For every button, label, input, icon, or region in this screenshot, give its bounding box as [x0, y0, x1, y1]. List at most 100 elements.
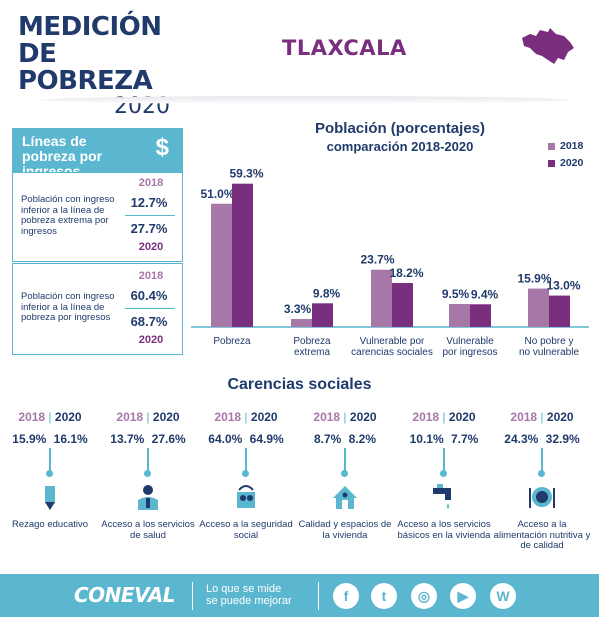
- instagram-icon[interactable]: ◎: [411, 583, 437, 609]
- state-name: TLAXCALA: [282, 36, 407, 60]
- facebook-icon[interactable]: f: [333, 583, 359, 609]
- data-label: 23.7%: [360, 253, 394, 267]
- year-2018-label: 2018: [138, 270, 164, 282]
- carencia-value-2018: 13.7%: [110, 432, 145, 446]
- carencia-value-2018: 8.7%: [313, 432, 342, 446]
- plate-icon: [529, 487, 555, 508]
- category-label: no vulnerable: [519, 347, 579, 358]
- carencia-value-2020: 64.9%: [249, 432, 284, 446]
- year-2020-label: 2020: [546, 410, 574, 424]
- year-separator: |: [537, 410, 547, 424]
- year-2020-label: 2020: [152, 410, 180, 424]
- bar-2018: [449, 304, 470, 327]
- carencia-value-2018: 24.3%: [504, 432, 539, 446]
- extreme-poverty-line-description: Población con ingreso inferior a la líne…: [21, 194, 115, 237]
- category-label: extrema: [294, 347, 331, 358]
- year-separator: |: [45, 410, 55, 424]
- data-label: 18.2%: [389, 266, 423, 280]
- poverty-line-2018: 60.4%: [130, 288, 168, 303]
- category-label: Vulnerable: [446, 336, 494, 347]
- extreme-poverty-line-2020: 27.7%: [130, 221, 168, 236]
- category-label: No pobre y: [525, 336, 574, 347]
- bar-2018: [211, 203, 232, 327]
- social-security-icon: [237, 485, 255, 508]
- connector-dot: [242, 470, 249, 477]
- carencia-label: Acceso a la alimentación nutritiva y de …: [493, 519, 591, 551]
- connector-dot: [46, 470, 53, 477]
- category-label: por ingresos: [442, 347, 497, 358]
- bar-2020: [232, 183, 253, 327]
- carencia-years: 2018 | 2020: [201, 410, 291, 424]
- carencia-label: Calidad y espacios de la vivienda: [298, 519, 392, 541]
- chart-legend: 2018 2020: [548, 140, 583, 174]
- legend-swatch-2020: [548, 159, 555, 167]
- data-label: 9.8%: [313, 286, 341, 300]
- connector-line: [245, 448, 247, 472]
- connector-line: [541, 448, 543, 472]
- carencias-title: Carencias sociales: [227, 376, 372, 393]
- year-2020-label: 2020: [138, 241, 164, 253]
- pencil-icon: [45, 486, 55, 510]
- carencia-years: 2018 | 2020: [300, 410, 390, 424]
- carencia-years: 2018 | 2020: [103, 410, 193, 424]
- logo-line-2: DE POBREZA: [18, 39, 153, 96]
- footer-slogan: Lo que se mide se puede mejorar: [206, 583, 292, 607]
- faucet-icon: [433, 484, 451, 509]
- legend-item-2020: 2020: [548, 157, 583, 169]
- bar-2018: [371, 269, 392, 327]
- slogan-line-2: se puede mejorar: [206, 595, 292, 607]
- bar-2020: [312, 303, 333, 327]
- extreme-poverty-line-2018: 12.7%: [130, 195, 168, 210]
- carencia-value-2020: 16.1%: [53, 432, 88, 446]
- year-2018-label: 2018: [313, 410, 341, 424]
- twitter-icon[interactable]: t: [371, 583, 397, 609]
- bar-2020: [549, 295, 570, 327]
- separator-line: [125, 215, 175, 216]
- carencia-label: Rezago educativo: [11, 519, 89, 530]
- year-separator: |: [143, 410, 153, 424]
- connector-dot: [341, 470, 348, 477]
- data-label: 13.0%: [546, 279, 580, 293]
- data-label: 3.3%: [284, 302, 312, 316]
- data-label: 15.9%: [517, 272, 551, 286]
- category-label: Vulnerable por: [360, 336, 425, 347]
- bar-2018: [291, 319, 312, 327]
- year-2020-label: 2020: [250, 410, 278, 424]
- connector-dot: [144, 470, 151, 477]
- year-separator: |: [439, 410, 449, 424]
- category-label: Pobreza: [213, 336, 251, 347]
- coneval-logo[interactable]: CONEVAL: [74, 583, 175, 607]
- carencia-values: 10.1% 7.7%: [399, 432, 489, 446]
- year-2020-label: 2020: [54, 410, 82, 424]
- year-2018-label: 2018: [412, 410, 440, 424]
- wordpress-icon[interactable]: W: [490, 583, 516, 609]
- year-2020-label: 2020: [138, 334, 164, 346]
- year-separator: |: [241, 410, 251, 424]
- category-label: carencias sociales: [351, 347, 433, 358]
- chart-title: Población (porcentajes): [314, 120, 486, 137]
- youtube-icon[interactable]: ▶: [450, 583, 476, 609]
- year-2018-label: 2018: [138, 177, 164, 189]
- data-label: 9.5%: [442, 287, 470, 301]
- carencia-value-2020: 8.2%: [348, 432, 377, 446]
- dollar-icon: $: [155, 134, 169, 161]
- carencia-value-2020: 32.9%: [545, 432, 580, 446]
- year-2020-label: 2020: [448, 410, 476, 424]
- carencia-label: Acceso a la seguridad social: [199, 519, 293, 541]
- house-icon: [333, 486, 357, 509]
- carencia-years: 2018 | 2020: [399, 410, 489, 424]
- connector-dot: [440, 470, 447, 477]
- carencia-years: 2018 | 2020: [5, 410, 95, 424]
- connector-line: [147, 448, 149, 472]
- poverty-line-description: Población con ingreso inferior a la líne…: [21, 291, 115, 323]
- poverty-line-box: 2018 Población con ingreso inferior a la…: [12, 263, 183, 355]
- poverty-lines-header: Líneas de pobreza por ingresos $: [12, 128, 183, 179]
- bar-2018: [528, 288, 549, 327]
- chart-subtitle: comparación 2018-2020: [326, 139, 474, 154]
- legend-label-2018: 2018: [560, 140, 584, 152]
- footer-divider: [192, 582, 193, 610]
- footer-bar: CONEVAL Lo que se mide se puede mejorar …: [0, 574, 599, 617]
- legend-label-2020: 2020: [560, 157, 584, 169]
- year-2018-label: 2018: [510, 410, 538, 424]
- connector-line: [443, 448, 445, 472]
